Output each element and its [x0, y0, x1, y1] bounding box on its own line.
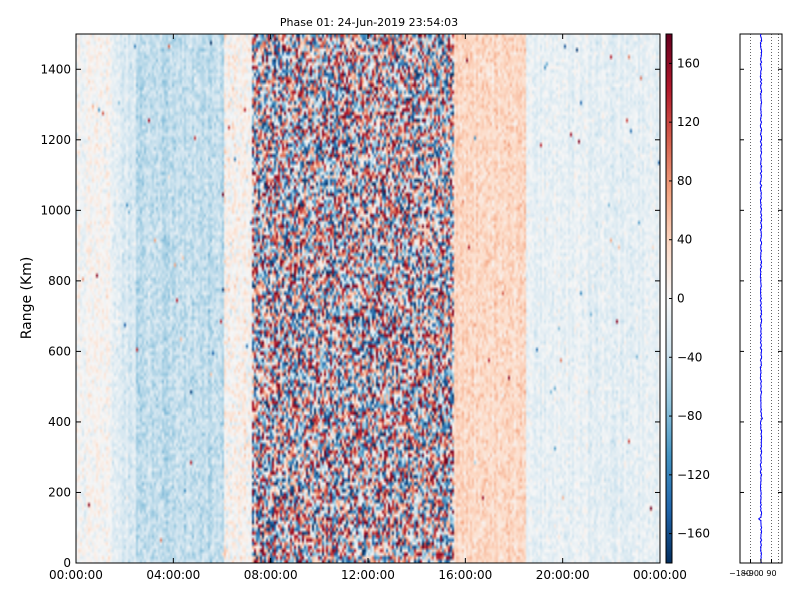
colorbar-ticks: −160 −120 −80 −40 0 40 80 120 160	[669, 56, 710, 541]
profile-x-axis: −180−90 0 90	[729, 559, 777, 578]
y-tick-label: 0	[63, 556, 71, 570]
y-tick-label: 1000	[40, 203, 71, 217]
x-tick-label: 04:00:00	[146, 568, 200, 582]
colorbar-tick-label: −160	[677, 527, 710, 541]
y-tick-label: 400	[48, 415, 71, 429]
colorbar: −160 −120 −80 −40 0 40 80 120 160	[665, 33, 710, 564]
colorbar-tick-label: −80	[677, 409, 702, 423]
colorbar-tick-label: 160	[677, 56, 700, 70]
y-tick-label: 800	[48, 274, 71, 288]
x-tick-label: 08:00:00	[244, 568, 298, 582]
y-tick-label: 200	[48, 485, 71, 499]
chart-title: Phase 01: 24-Jun-2019 23:54:03	[280, 16, 458, 29]
colorbar-tick-label: −120	[677, 468, 710, 482]
x-tick-label: 00:00:00	[633, 568, 687, 582]
colorbar-tick-label: 40	[677, 233, 692, 247]
y-tick-label: 1200	[40, 133, 71, 147]
x-tick-label: 12:00:00	[341, 568, 395, 582]
heatmap-x-axis: 00:00:00 04:00:00 08:00:00 12:00:00 16:00:00…	[49, 34, 687, 582]
y-tick-label: 600	[48, 344, 71, 358]
y-tick-label: 1400	[40, 62, 71, 76]
x-tick-label: 20:00:00	[536, 568, 590, 582]
profile-series-line	[757, 33, 764, 564]
heatmap-plot: 0 200 400 600 800 1000 1200 1400 00:00:00 04:00:…	[19, 33, 687, 582]
colorbar-tick-label: 120	[677, 115, 700, 129]
colorbar-tick-label: −40	[677, 350, 702, 364]
x-tick-label: 00:00:00	[49, 568, 103, 582]
heatmap-y-axis: 0 200 400 600 800 1000 1200 1400	[40, 62, 660, 570]
profile-x-tick-label: −180	[729, 569, 751, 578]
profile-y-axis	[740, 68, 782, 564]
profile-x-tick-label: 0	[758, 569, 763, 578]
y-axis-label: Range (Km)	[19, 257, 35, 340]
profile-x-tick-label: 90	[766, 569, 776, 578]
profile-plot: −180−90 0 90	[729, 33, 783, 578]
heatmap-cells	[76, 34, 660, 563]
colorbar-tick-label: 80	[677, 174, 692, 188]
colorbar-tick-label: 0	[677, 292, 685, 306]
profile-x-tick-label: −90	[742, 569, 759, 578]
x-tick-label: 16:00:00	[438, 568, 492, 582]
